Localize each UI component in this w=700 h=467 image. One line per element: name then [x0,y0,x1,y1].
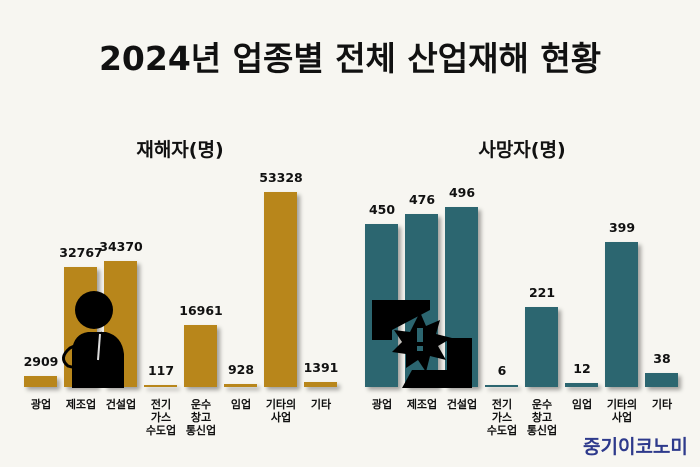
data-label: 12 [573,360,591,376]
category-label: 임업 [571,398,593,411]
category-label: 기타 [310,398,332,411]
bar [605,242,638,387]
data-label: 928 [227,361,255,377]
bar [224,383,257,387]
category-label: 건설업 [446,398,478,411]
injured-chart-title: 재해자(명) [136,139,224,161]
data-label: 221 [528,284,556,300]
deaths-chart-title: 사망자(명) [478,139,566,161]
data-label: 34370 [99,239,143,255]
data-label: 496 [448,185,476,200]
category-label: 제조업 [406,398,438,411]
category-label: 광업 [30,398,52,411]
category-label: 광업 [371,398,393,411]
bar [24,376,57,387]
watermark-logo: 중기이코노미 [583,436,688,458]
data-label: 117 [147,363,175,378]
data-label: 450 [368,201,396,217]
data-label: 38 [653,351,671,367]
bar [525,306,558,387]
data-label: 399 [608,220,636,236]
category-label: 전기 가스 수도업 [145,398,177,437]
data-label: 6 [497,362,507,378]
bar [645,373,678,387]
bar [264,192,297,387]
category-label: 제조업 [65,398,97,411]
category-label: 건설업 [105,398,137,411]
category-label: 임업 [230,398,252,411]
category-label: 운수 창고 통신업 [526,398,558,437]
bar [144,385,177,387]
category-label: 기타의 사업 [606,398,638,424]
bar [184,324,217,387]
injured-worker-icon [62,291,124,388]
data-label: 16961 [179,302,223,318]
category-label: 기타 [651,398,673,411]
data-label: 1391 [303,359,339,375]
data-label: 32767 [59,245,103,261]
bar [304,381,337,387]
data-label: 476 [408,192,436,208]
category-label: 전기 가스 수도업 [486,398,518,437]
hazard-icon [372,300,472,388]
bar [565,382,598,387]
category-label: 기타의 사업 [265,398,297,424]
data-label: 53328 [259,170,303,185]
category-label: 운수 창고 통신업 [185,398,217,437]
page-title: 2024년 업종별 전체 산업재해 현황 [98,39,602,78]
data-label: 2909 [23,354,59,370]
bar [485,384,518,387]
